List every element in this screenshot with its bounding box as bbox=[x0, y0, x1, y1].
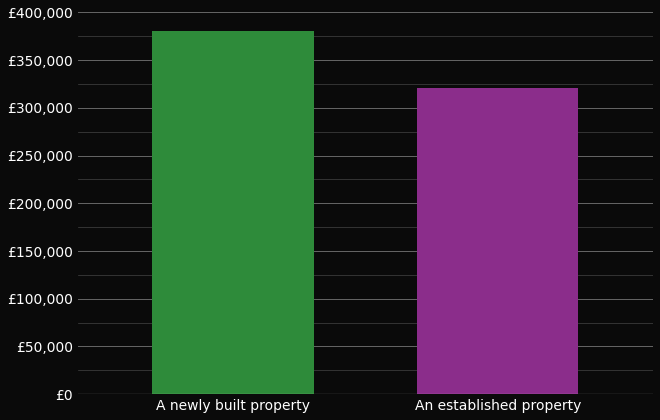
Bar bbox=[417, 88, 578, 394]
Bar bbox=[152, 31, 314, 394]
